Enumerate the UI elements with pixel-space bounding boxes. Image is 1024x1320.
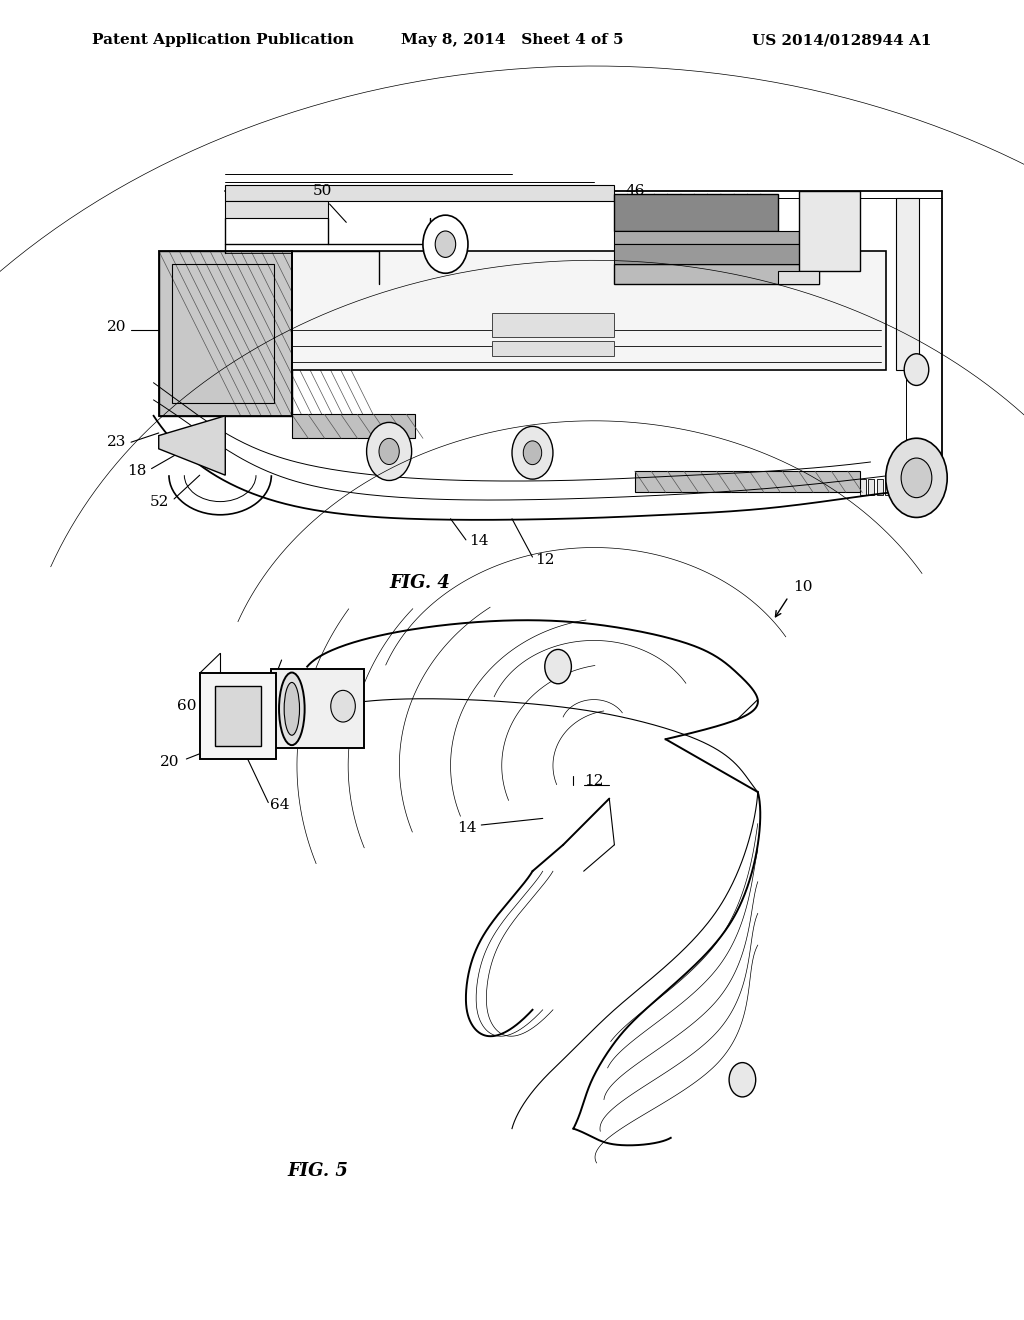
Text: 18: 18 [127, 465, 146, 478]
Bar [215, 686, 261, 746]
Text: Patent Application Publication: Patent Application Publication [92, 33, 354, 48]
Bar [492, 341, 614, 356]
Bar [614, 194, 778, 231]
Bar [225, 201, 328, 218]
Text: 64: 64 [270, 799, 290, 812]
Text: 12: 12 [584, 775, 603, 788]
Text: 10: 10 [794, 579, 813, 594]
Circle shape [523, 441, 542, 465]
Text: US 2014/0128944 A1: US 2014/0128944 A1 [753, 33, 932, 48]
Text: 12: 12 [536, 553, 555, 566]
Text: 46: 46 [625, 183, 645, 198]
Text: FIG. 4: FIG. 4 [389, 574, 451, 593]
Bar [159, 251, 292, 416]
Bar [635, 471, 860, 492]
Bar [492, 313, 614, 337]
Circle shape [435, 231, 456, 257]
Text: 20: 20 [106, 321, 126, 334]
Bar [877, 479, 883, 495]
Bar [172, 264, 274, 403]
Bar [868, 479, 874, 495]
Bar [885, 479, 891, 495]
Bar [614, 264, 819, 284]
Circle shape [367, 422, 412, 480]
Bar [860, 479, 866, 495]
Bar [292, 414, 415, 438]
Ellipse shape [279, 672, 305, 744]
Bar [896, 198, 919, 370]
Text: 14: 14 [469, 535, 488, 548]
Circle shape [904, 354, 929, 385]
Bar [901, 479, 907, 495]
Bar [918, 479, 924, 495]
Text: 52: 52 [150, 495, 169, 508]
Circle shape [331, 690, 355, 722]
Bar [159, 251, 292, 416]
Polygon shape [159, 416, 225, 475]
Bar [909, 479, 915, 495]
Text: May 8, 2014   Sheet 4 of 5: May 8, 2014 Sheet 4 of 5 [400, 33, 624, 48]
Circle shape [512, 426, 553, 479]
Bar [799, 191, 860, 271]
Bar [614, 231, 799, 244]
Bar [271, 669, 364, 748]
Ellipse shape [284, 682, 299, 735]
Circle shape [423, 215, 468, 273]
Text: 60: 60 [177, 700, 197, 713]
Circle shape [545, 649, 571, 684]
Circle shape [886, 438, 947, 517]
Bar [225, 185, 614, 201]
Bar [614, 244, 819, 264]
Text: FIG. 5: FIG. 5 [287, 1162, 348, 1180]
Bar [778, 271, 819, 284]
Circle shape [379, 438, 399, 465]
Text: 14: 14 [457, 821, 476, 834]
Circle shape [901, 458, 932, 498]
Text: 23: 23 [106, 436, 126, 449]
Circle shape [729, 1063, 756, 1097]
Text: 50: 50 [313, 183, 332, 198]
Bar [893, 479, 899, 495]
Bar [200, 673, 276, 759]
Text: 20: 20 [160, 755, 179, 768]
Bar [292, 251, 886, 370]
